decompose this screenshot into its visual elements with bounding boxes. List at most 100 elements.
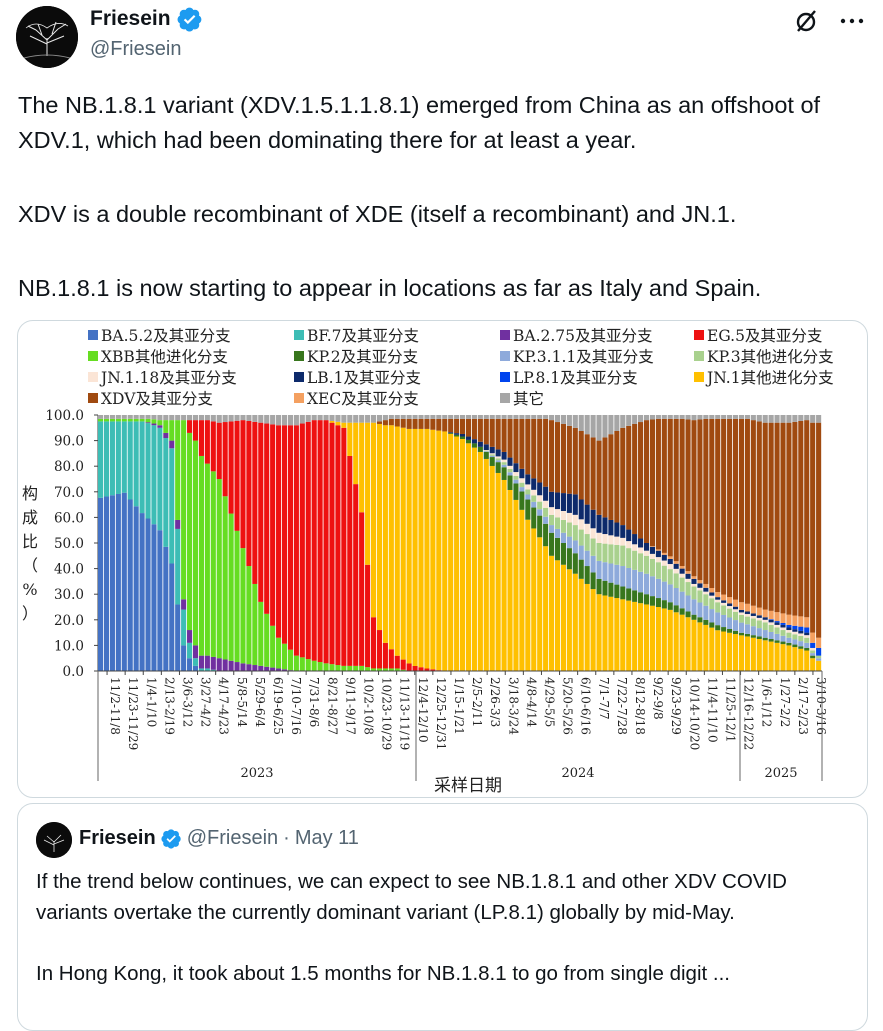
bar-segment xyxy=(649,546,655,547)
bar-segment xyxy=(774,422,780,613)
bar-segment xyxy=(661,415,667,419)
bar-segment xyxy=(157,415,163,421)
bar-segment xyxy=(519,415,525,419)
bar-segment xyxy=(721,605,727,615)
bar-segment xyxy=(643,604,650,671)
quoted-author-line: Friesein @Friesein · May 11 xyxy=(79,827,359,850)
bar-segment xyxy=(738,622,745,633)
bar-segment xyxy=(727,628,733,633)
bar-segment xyxy=(204,655,210,669)
bar-segment xyxy=(507,472,513,476)
bar-segment xyxy=(525,474,531,485)
legend-swatch xyxy=(88,330,98,340)
bar-segment xyxy=(804,647,810,651)
bar-segment xyxy=(424,418,430,429)
bar-segment xyxy=(655,557,661,563)
bar-segment xyxy=(281,415,288,426)
legend-swatch xyxy=(500,393,510,403)
bar-segment xyxy=(513,415,519,419)
bar-segment xyxy=(661,560,667,566)
bar-segment xyxy=(175,420,181,520)
chart-image[interactable]: BA.5.2及其亚分支 BF.7及其亚分支 BA.2.75及其亚分支 EG.5及其亚分… xyxy=(17,320,868,798)
bar-segment xyxy=(691,614,697,620)
bar-segment xyxy=(204,420,210,464)
bar-segment xyxy=(762,640,768,671)
bar-segment xyxy=(691,420,697,577)
legend-label: XBB其他进化分支 xyxy=(101,348,228,366)
bar-segment xyxy=(252,421,258,584)
bar-segment xyxy=(697,415,703,420)
bar-segment xyxy=(376,415,383,422)
bar-segment xyxy=(418,415,424,419)
bar-segment xyxy=(590,572,596,590)
bar-segment xyxy=(537,515,543,538)
bar-segment xyxy=(554,415,561,423)
more-horizontal-icon[interactable] xyxy=(839,16,865,26)
bar-segment xyxy=(471,418,477,440)
bar-segment xyxy=(489,418,495,447)
bar-segment xyxy=(638,415,644,423)
bar-segment xyxy=(798,648,804,671)
bar-segment xyxy=(786,645,792,671)
bar-segment xyxy=(703,591,709,595)
bar-segment xyxy=(139,418,145,422)
bar-segment xyxy=(560,564,566,671)
bar-segment xyxy=(673,612,679,671)
bar-segment xyxy=(281,643,288,670)
bar-segment xyxy=(566,512,572,523)
author-name[interactable]: Friesein xyxy=(90,6,203,32)
bar-segment xyxy=(430,418,436,430)
bar-segment xyxy=(649,605,655,671)
bar-segment xyxy=(655,598,661,607)
bar-segment xyxy=(181,645,187,671)
bar-segment xyxy=(679,418,685,567)
bar-segment xyxy=(649,419,655,547)
bar-segment xyxy=(578,578,584,671)
bar-segment xyxy=(554,537,561,561)
bar-segment xyxy=(649,559,655,577)
bar-segment xyxy=(602,580,608,596)
bar-segment xyxy=(554,509,561,518)
bar-segment xyxy=(495,449,501,457)
bar-segment xyxy=(234,662,240,671)
bar-segment xyxy=(590,415,596,438)
slashed-circle-icon[interactable] xyxy=(793,8,819,34)
bar-segment xyxy=(157,427,163,531)
bar-segment xyxy=(454,415,460,419)
bar-segment xyxy=(501,479,507,671)
bar-segment xyxy=(584,523,590,535)
bar-segment xyxy=(537,509,543,516)
bar-segment xyxy=(798,636,804,642)
bar-segment xyxy=(163,432,169,439)
bar-segment xyxy=(388,415,394,419)
bar-segment xyxy=(549,491,555,508)
bar-segment xyxy=(252,665,258,671)
bar-segment xyxy=(768,622,774,625)
bar-segment xyxy=(240,548,246,664)
bar-segment xyxy=(549,555,555,671)
bar-segment xyxy=(792,639,798,645)
bar-segment xyxy=(98,418,104,422)
quoted-tweet[interactable]: Friesein @Friesein · May 11 If the trend… xyxy=(17,803,868,1031)
author-handle[interactable]: @Friesein xyxy=(90,38,182,60)
bar-segment xyxy=(436,418,442,431)
bar-segment xyxy=(738,635,745,671)
bar-segment xyxy=(614,536,620,545)
bar-segment xyxy=(738,612,745,615)
author-avatar[interactable] xyxy=(16,6,78,68)
bar-segment xyxy=(252,415,258,422)
bar-segment xyxy=(572,415,578,428)
bar-segment xyxy=(691,578,697,584)
bar-segment xyxy=(424,415,430,419)
bar-segment xyxy=(519,468,525,479)
bar-segment xyxy=(715,415,721,419)
bar-segment xyxy=(365,422,371,565)
bar-segment xyxy=(442,415,448,419)
bar-segment xyxy=(192,420,199,441)
x-tick-label: 1/6-1/12 xyxy=(760,677,774,727)
author-name-text[interactable]: Friesein xyxy=(90,7,171,30)
bar-segment xyxy=(721,614,727,628)
bar-segment xyxy=(727,415,733,419)
legend-entry: LB.1及其亚分支 xyxy=(294,366,421,388)
bar-segment xyxy=(181,420,187,600)
